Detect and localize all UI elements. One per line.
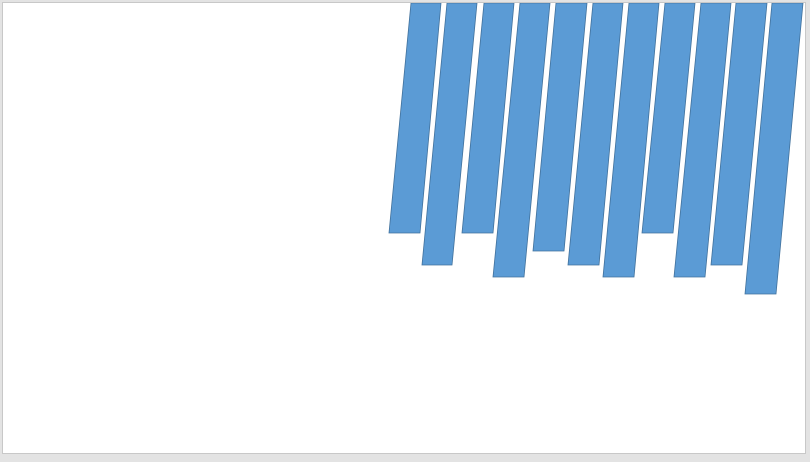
parallelogram-shape[interactable] bbox=[641, 3, 696, 234]
parallelogram-shape[interactable] bbox=[461, 3, 515, 234]
parallelogram-shape[interactable] bbox=[532, 3, 588, 252]
parallelogram-group[interactable] bbox=[3, 3, 805, 453]
parallelogram-shape[interactable] bbox=[421, 3, 478, 266]
parallelogram-shape[interactable] bbox=[388, 3, 442, 234]
parallelogram-shape[interactable] bbox=[744, 3, 804, 295]
parallelogram-shape[interactable] bbox=[492, 3, 551, 278]
slide-canvas[interactable] bbox=[3, 3, 805, 453]
parallelogram-shape[interactable] bbox=[567, 3, 624, 266]
parallelogram-shape[interactable] bbox=[710, 3, 768, 266]
parallelogram-shape[interactable] bbox=[602, 3, 660, 278]
parallelogram-shape[interactable] bbox=[673, 3, 732, 278]
